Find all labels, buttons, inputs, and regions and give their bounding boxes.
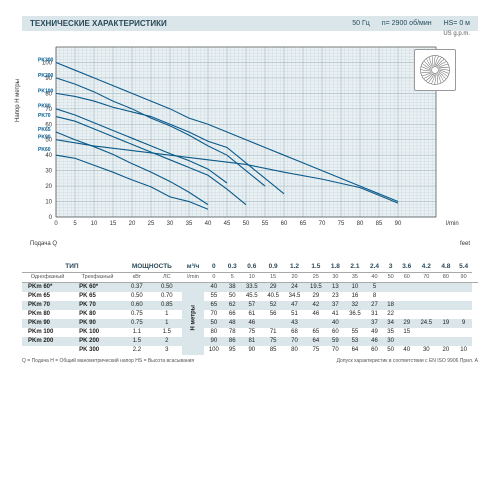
footnote-right: Допуск характеристик в соответствии с EN… (337, 358, 478, 364)
svg-text:0: 0 (49, 215, 53, 221)
col-flow-unit: м³/ч (182, 261, 205, 272)
svg-text:90: 90 (395, 221, 402, 227)
svg-text:PK200: PK200 (38, 73, 54, 79)
chart-svg: 0 5 10 15 20 25 30 35 40 45 50 55 60 65 70 75 80 85 90 0 10 2… (22, 39, 474, 239)
svg-text:PK65: PK65 (38, 127, 51, 133)
page-title: ТЕХНИЧЕСКИЕ ХАРАКТЕРИСТИКИ (30, 19, 167, 28)
table-row: PK 300 2.2310095908580757064605040302010 (22, 346, 478, 355)
svg-text:85: 85 (376, 221, 383, 227)
svg-text:25: 25 (148, 221, 155, 227)
svg-text:75: 75 (338, 221, 345, 227)
table-row: PKm 80 PK 80 0.7517066615651464136.53122 (22, 310, 478, 319)
x-axis-label: Подача Q (30, 241, 57, 247)
svg-text:45: 45 (224, 221, 231, 227)
x-axis-footer: Подача Q feet (22, 241, 478, 247)
header-bar: ТЕХНИЧЕСКИЕ ХАРАКТЕРИСТИКИ 50 Гц n= 2900… (22, 16, 478, 31)
table-row: PKm 90 PK 90 0.751504846434037342924.519… (22, 319, 478, 328)
svg-text:PK70: PK70 (38, 113, 51, 119)
table-row: PKm 200 PK 200 1.5290868175706459534630 (22, 337, 478, 346)
svg-text:20: 20 (129, 221, 136, 227)
svg-text:15: 15 (110, 221, 117, 227)
svg-text:5: 5 (73, 221, 77, 227)
svg-text:PK80: PK80 (38, 104, 51, 110)
svg-text:PK90: PK90 (38, 135, 51, 141)
svg-text:40: 40 (205, 221, 212, 227)
svg-text:10: 10 (91, 221, 98, 227)
svg-text:70: 70 (319, 221, 326, 227)
svg-text:35: 35 (186, 221, 193, 227)
svg-text:10: 10 (45, 200, 52, 206)
table-row: PKm 60* PK 60* 0.370.50H метры403833.529… (22, 282, 478, 292)
performance-chart: US g.p.m. Напор H метры 0510152025303540… (22, 39, 474, 239)
secondary-top-unit: US g.p.m. (443, 31, 470, 37)
svg-text:20: 20 (45, 184, 52, 190)
col-type: ТИП (22, 261, 122, 272)
svg-text:60: 60 (281, 221, 288, 227)
table-row: PKm 70 PK 70 0.600.856562575247423732271… (22, 301, 478, 310)
svg-text:30: 30 (45, 169, 52, 175)
x-axis-unit-right: feet (460, 241, 470, 247)
impeller-icon (414, 49, 456, 91)
table-row: PKm 65 PK 65 0.500.70555045.540.534.5292… (22, 292, 478, 301)
svg-text:PK100: PK100 (38, 88, 54, 94)
table-row: PKm 100 PK 100 1.11.58078757168656055493… (22, 328, 478, 337)
header-info: 50 Гц n= 2900 об/мин HS= 0 м (342, 20, 470, 27)
y-axis-label: Напор H метры (15, 79, 21, 122)
svg-text:l/min: l/min (446, 221, 459, 227)
svg-text:0: 0 (54, 221, 58, 227)
footnote: Q = Подача H = Общий манометрический нап… (22, 358, 478, 364)
svg-text:PK60: PK60 (38, 147, 51, 153)
footnote-left: Q = Подача H = Общий манометрический нап… (22, 358, 194, 364)
svg-text:PK300: PK300 (38, 57, 54, 63)
data-table: ТИП МОЩНОСТЬ м³/ч 00.30.60.91.21.51.82.1… (22, 261, 478, 355)
svg-text:50: 50 (243, 221, 250, 227)
svg-text:80: 80 (357, 221, 364, 227)
svg-text:55: 55 (262, 221, 269, 227)
col-power: МОЩНОСТЬ (122, 261, 182, 272)
svg-text:40: 40 (45, 153, 52, 159)
svg-text:30: 30 (167, 221, 174, 227)
svg-text:65: 65 (300, 221, 307, 227)
